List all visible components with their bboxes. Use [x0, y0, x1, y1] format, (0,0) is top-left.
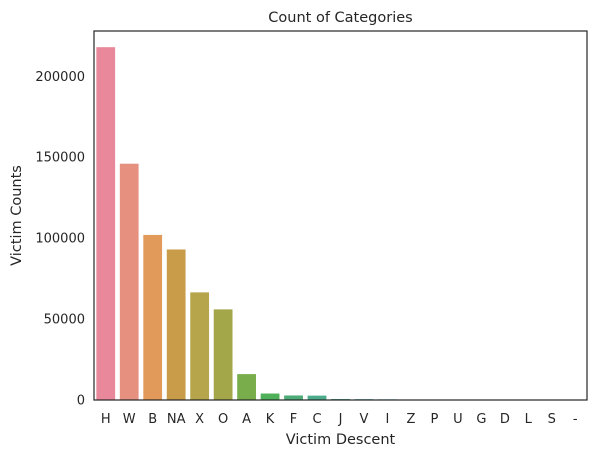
x-tick-label: Z	[406, 412, 415, 427]
x-tick-label: F	[290, 412, 297, 427]
bar-c	[308, 396, 327, 400]
y-tick-label: 50000	[44, 313, 85, 328]
x-tick-label: C	[312, 412, 321, 427]
x-tick-label: A	[242, 412, 251, 427]
bar-na	[167, 249, 186, 400]
y-axis-title: Victim Counts	[9, 165, 25, 266]
bar-o	[214, 309, 233, 400]
x-tick-label: S	[548, 412, 556, 427]
bar-x	[190, 292, 209, 400]
bar-b	[143, 235, 162, 400]
bars-layer	[96, 47, 584, 400]
y-tick-label: 150000	[35, 151, 85, 166]
x-tick-label: K	[266, 412, 275, 427]
x-tick-label: D	[500, 412, 510, 427]
x-tick-label: H	[101, 412, 111, 427]
x-tick-label: B	[148, 412, 157, 427]
x-axis-title: Victim Descent	[286, 432, 396, 448]
y-tick-label: 0	[77, 394, 85, 409]
bar-h	[96, 47, 115, 400]
x-tick-label: U	[453, 412, 463, 427]
y-tick-labels: 0 50000 100000 150000 200000	[35, 70, 85, 409]
x-tick-label: -	[573, 412, 578, 427]
chart-title: Count of Categories	[268, 10, 412, 26]
y-tick-label: 100000	[35, 232, 85, 247]
x-tick-label: O	[218, 412, 228, 427]
x-tick-label: X	[195, 412, 204, 427]
x-tick-label: L	[525, 412, 533, 427]
x-tick-label: I	[386, 412, 390, 427]
bar-f	[284, 395, 303, 400]
x-tick-label: NA	[167, 412, 186, 427]
bar-a	[237, 374, 256, 400]
y-tick-label: 200000	[35, 70, 85, 85]
x-tick-label: P	[430, 412, 438, 427]
x-tick-label: G	[476, 412, 486, 427]
bar-w	[120, 164, 139, 400]
bar-k	[261, 394, 280, 400]
x-tick-label: J	[338, 412, 343, 427]
x-tick-label: V	[360, 412, 369, 427]
x-tick-label: W	[123, 412, 136, 427]
